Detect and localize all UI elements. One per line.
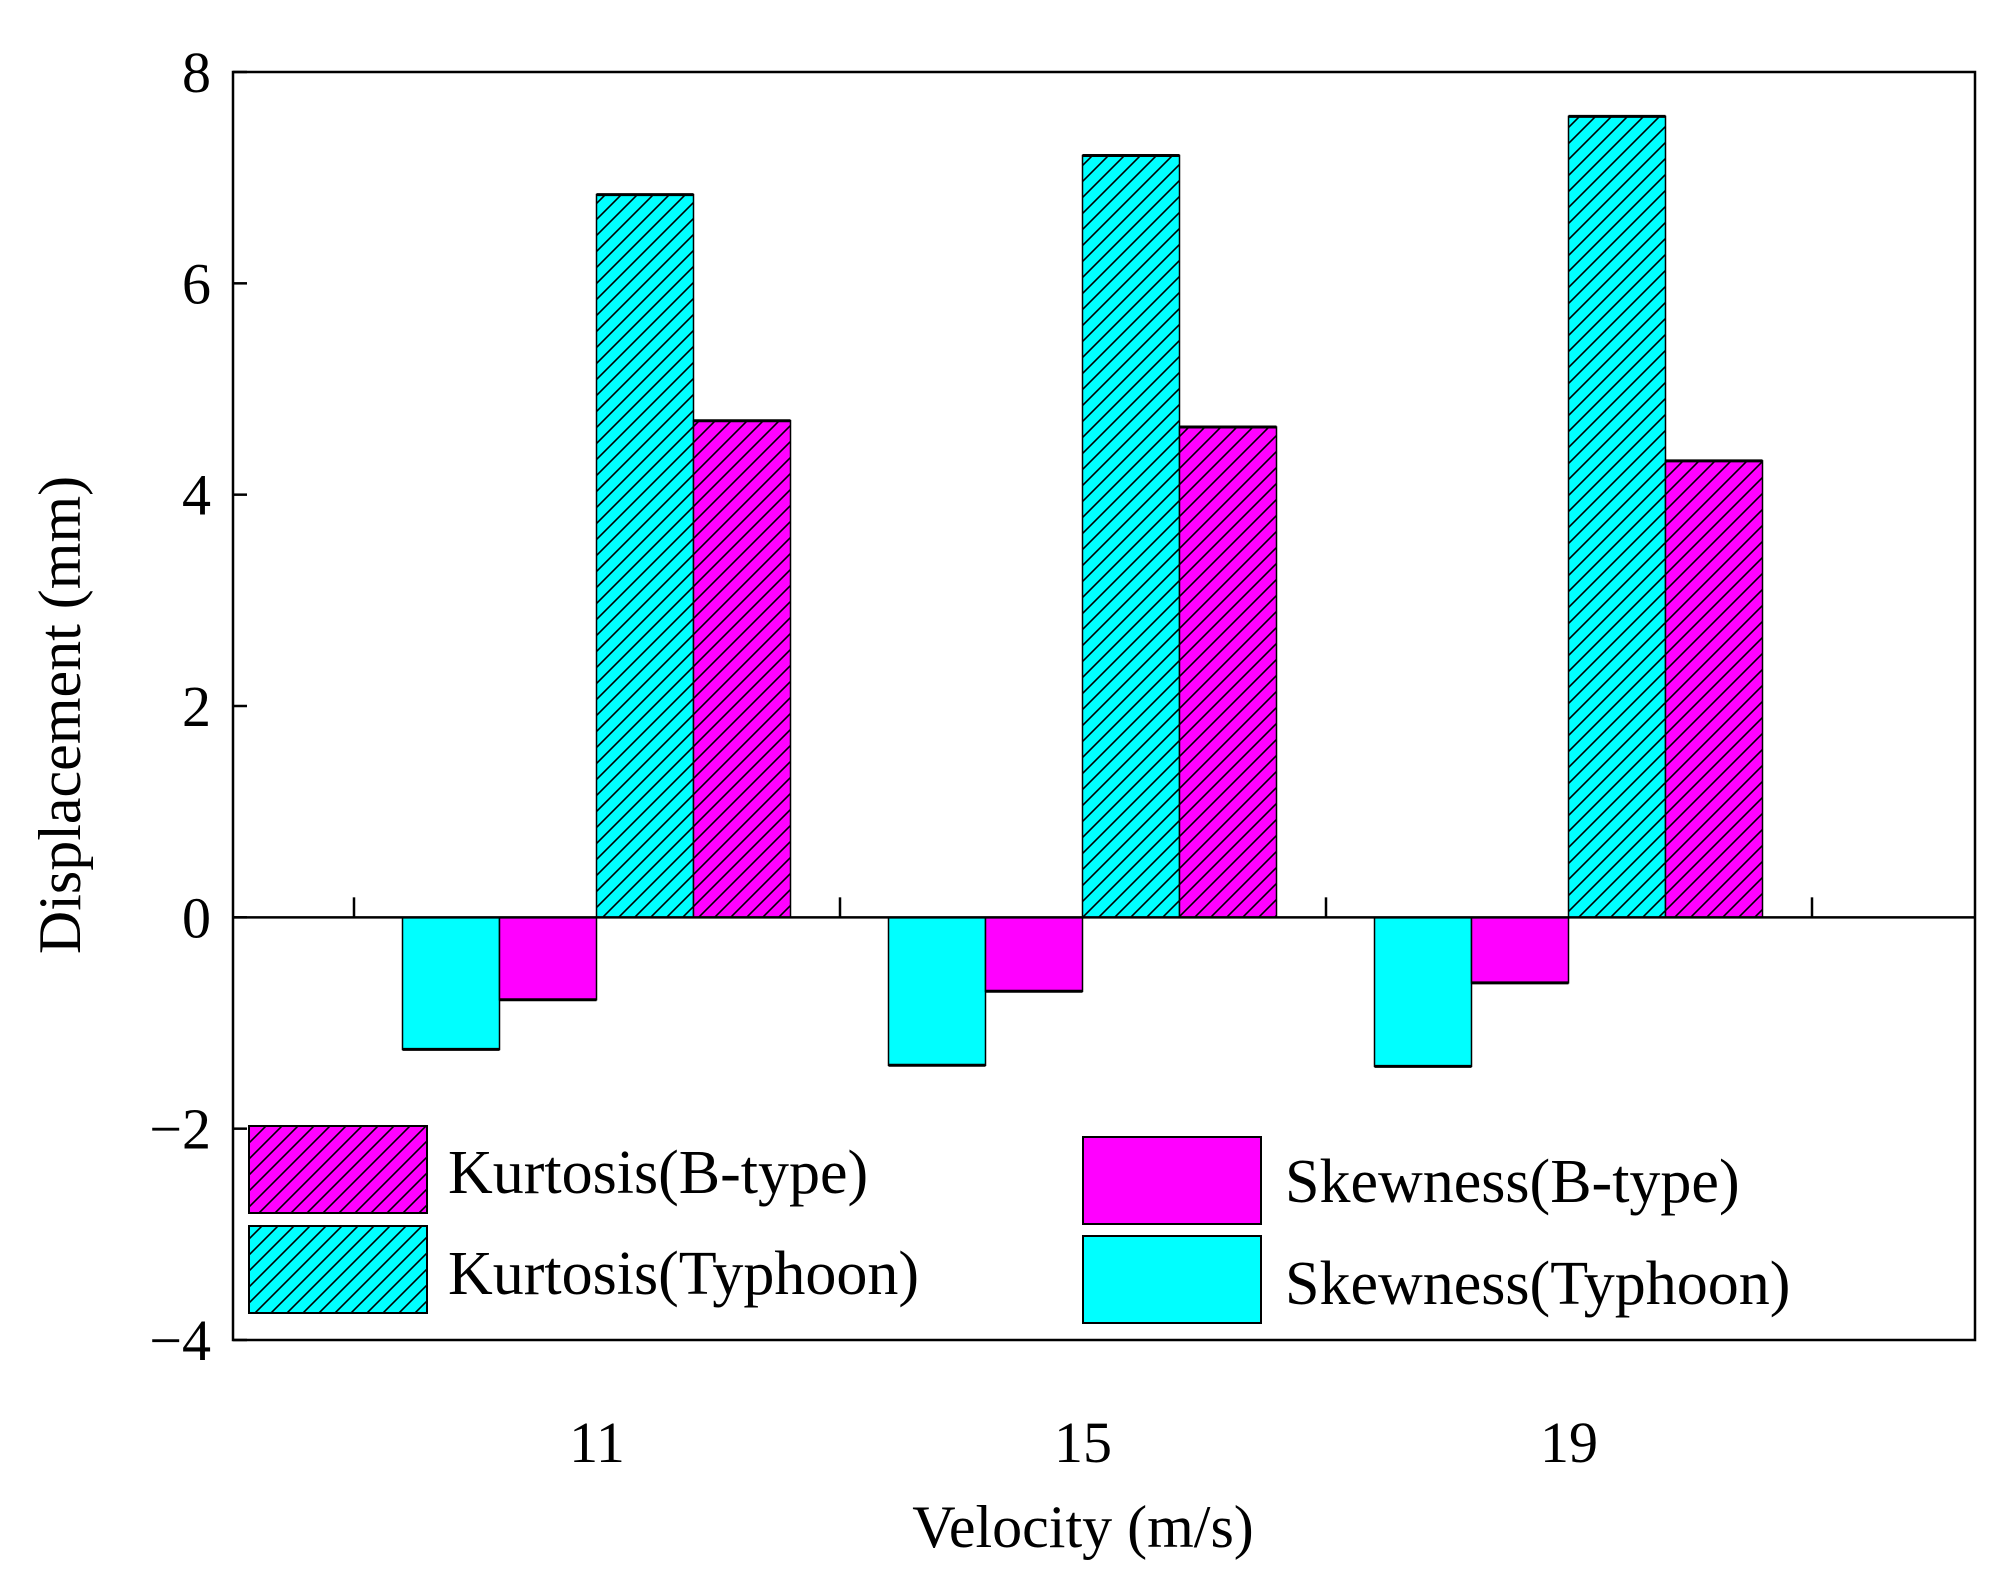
- bars: [401, 114, 1764, 1068]
- y-tick-label: 2: [182, 674, 211, 739]
- legend-label: Skewness(Typhoon): [1285, 1250, 1790, 1318]
- bar-Kurtosis(Typhoon): [1081, 153, 1181, 919]
- bar-Kurtosis(Typhoon): [1567, 114, 1667, 919]
- y-tick-label: 0: [182, 885, 211, 950]
- legend-item: Skewness(B-type): [1082, 1136, 1740, 1225]
- x-tick-label: 19: [1540, 1410, 1598, 1475]
- bar-Skewness(Typhoon): [401, 916, 501, 1051]
- legend-item: Kurtosis(B-type): [248, 1125, 868, 1214]
- legend-label: Kurtosis(B-type): [448, 1139, 868, 1207]
- y-axis-title: Displacement (mm): [27, 476, 93, 954]
- bar-Kurtosis(B-type): [692, 419, 792, 919]
- y-tick-label: 8: [182, 40, 211, 105]
- y-tick-label: −4: [149, 1308, 211, 1373]
- y-tick-label: 4: [182, 463, 211, 528]
- legend: Kurtosis(B-type) Skewness(B-type) Kurtosis…: [248, 1125, 1790, 1324]
- bar-Skewness(Typhoon): [887, 916, 987, 1067]
- bar-Kurtosis(B-type): [1664, 459, 1764, 919]
- y-tick-label: −2: [149, 1097, 211, 1162]
- legend-item: Kurtosis(Typhoon): [248, 1225, 919, 1314]
- bar-Skewness(B-type): [498, 916, 598, 1002]
- x-axis-title: Velocity (m/s): [912, 1494, 1254, 1560]
- x-tick-label: 11: [569, 1410, 625, 1475]
- legend-swatch: [1082, 1136, 1262, 1225]
- bar-Kurtosis(Typhoon): [595, 193, 695, 919]
- bar-Skewness(Typhoon): [1373, 916, 1473, 1068]
- axis-ticks: −4 −2 0 2 4 6 8 11 15 19: [149, 40, 1814, 1475]
- bar-Skewness(B-type): [1470, 916, 1570, 985]
- legend-swatch: [1082, 1235, 1262, 1324]
- legend-item: Skewness(Typhoon): [1082, 1235, 1790, 1324]
- legend-label: Kurtosis(Typhoon): [448, 1240, 919, 1308]
- x-tick-label: 15: [1054, 1410, 1112, 1475]
- bar-Kurtosis(B-type): [1178, 425, 1278, 919]
- y-tick-label: 6: [182, 251, 211, 316]
- bar-Skewness(B-type): [984, 916, 1084, 993]
- legend-label: Skewness(B-type): [1285, 1148, 1740, 1216]
